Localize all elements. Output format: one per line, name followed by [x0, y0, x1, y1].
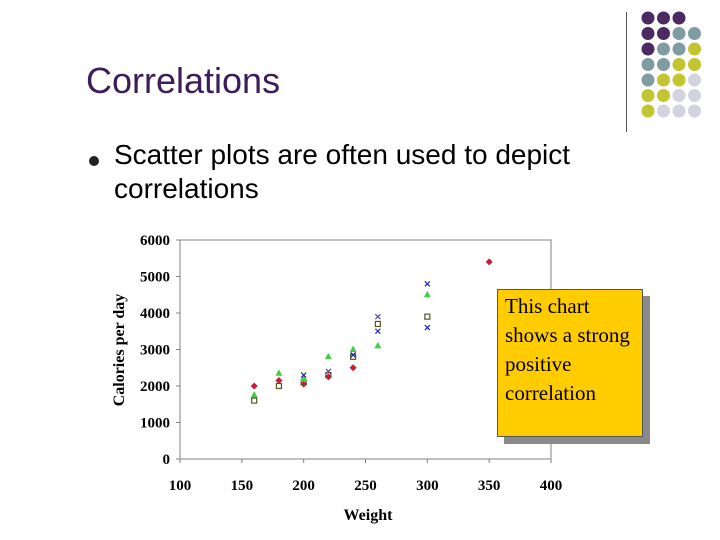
decorative-dot: [672, 11, 686, 25]
y-tick-label: 5000: [140, 270, 170, 286]
data-point-series-3: [324, 352, 332, 360]
y-tick-label: 0: [163, 452, 171, 468]
data-point-series-4: [424, 280, 431, 287]
x-tick-label: 300: [416, 478, 439, 494]
bullet-text: Scatter plots are often used to depict c…: [114, 139, 571, 204]
y-axis-label: Calories per day: [111, 294, 128, 407]
decorative-dot: [688, 27, 701, 40]
data-point-series-3: [423, 290, 431, 298]
data-point-series-1: [300, 380, 308, 388]
decorative-dot: [657, 27, 670, 40]
decorative-dot: [657, 104, 670, 118]
decorative-divider: [626, 12, 627, 132]
y-tick-label: 4000: [140, 306, 170, 322]
data-point-series-1: [349, 364, 357, 372]
decorative-dot: [657, 11, 670, 25]
decorative-dot: [657, 89, 670, 102]
decorative-dot: [688, 58, 701, 71]
x-tick-label: 250: [354, 478, 377, 494]
data-point-series-3: [250, 391, 258, 398]
data-point-series-3: [275, 369, 283, 376]
data-point-series-3: [374, 341, 382, 349]
decorative-dot: [672, 27, 686, 40]
decorative-dot: [672, 58, 686, 71]
data-point-series-3: [349, 345, 357, 352]
decorative-dot: [672, 42, 686, 56]
decorative-dot: [657, 42, 670, 56]
bullet-icon: [89, 156, 99, 166]
data-point-series-1: [250, 382, 258, 390]
data-point-series-3: [300, 374, 308, 382]
data-point-series-4: [300, 372, 307, 378]
plot-area: [179, 239, 552, 460]
callout-box: This chart shows a strong positive corre…: [497, 289, 643, 437]
data-point-series-2: [424, 313, 431, 320]
data-point-series-1: [275, 377, 283, 385]
y-tick-label: 6000: [140, 233, 170, 249]
decorative-dot: [641, 42, 655, 56]
data-point-series-5: [325, 368, 332, 375]
decorative-dot: [657, 73, 670, 87]
decorative-dot: [641, 104, 655, 118]
slide-title: Correlations: [86, 60, 281, 101]
decorative-dot: [672, 73, 686, 87]
decorative-dot: [672, 104, 686, 118]
data-point-series-2: [275, 382, 283, 390]
data-point-series-2: [325, 371, 332, 379]
decorative-dot: [672, 89, 686, 102]
data-point-series-4: [350, 352, 357, 358]
decorative-dot: [641, 58, 655, 71]
y-tick-label: 2000: [140, 379, 170, 395]
decorative-dot: [657, 58, 670, 71]
y-tick-label: 1000: [140, 416, 170, 432]
x-tick-label: 150: [231, 478, 254, 494]
decorative-dot: [688, 42, 701, 56]
x-axis-label: Weight: [344, 507, 394, 524]
data-point-series-5: [374, 313, 381, 320]
x-tick-label: 350: [478, 478, 501, 494]
data-point-series-4: [424, 324, 431, 331]
x-tick-label: 100: [169, 478, 192, 494]
decorative-dot: [641, 73, 655, 87]
x-tick-label: 200: [292, 478, 315, 494]
y-tick-label: 3000: [140, 343, 170, 359]
decorative-dot: [688, 104, 701, 118]
data-point-series-1: [324, 373, 332, 381]
data-point-series-2: [374, 320, 381, 328]
data-point-series-1: [485, 258, 493, 266]
decorative-dot: [641, 27, 655, 40]
decorative-dot: [641, 89, 655, 102]
data-point-series-2: [251, 397, 258, 404]
data-point-series-4: [374, 328, 381, 335]
decorative-dot: [641, 11, 655, 25]
decorative-dot: [688, 89, 701, 102]
decorative-dot: [688, 73, 701, 87]
x-tick-label: 400: [540, 478, 563, 494]
